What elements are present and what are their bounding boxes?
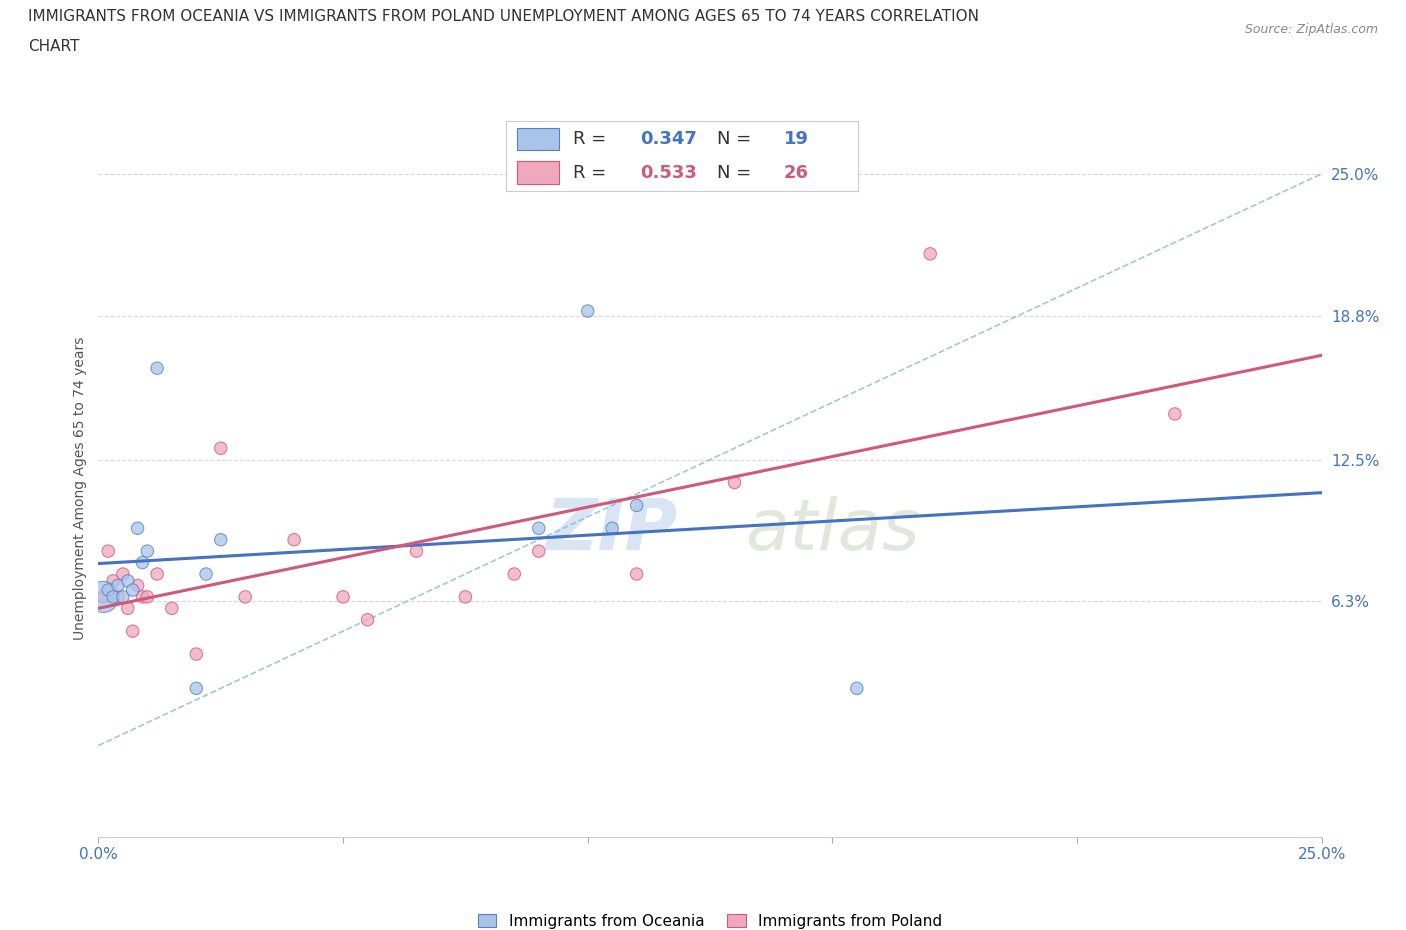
Point xyxy=(845,681,868,696)
Point xyxy=(117,574,139,589)
Text: 0.347: 0.347 xyxy=(640,130,696,148)
Point xyxy=(723,475,745,490)
Point xyxy=(136,544,159,559)
Text: 19: 19 xyxy=(785,130,808,148)
Point xyxy=(127,521,149,536)
Point xyxy=(101,590,124,604)
Point xyxy=(920,246,942,261)
Text: R =: R = xyxy=(574,164,612,181)
Text: Source: ZipAtlas.com: Source: ZipAtlas.com xyxy=(1244,23,1378,36)
Point xyxy=(121,582,143,597)
Text: 0.533: 0.533 xyxy=(640,164,696,181)
Point xyxy=(146,566,169,581)
Point xyxy=(146,361,169,376)
Point xyxy=(1164,406,1187,421)
Point xyxy=(107,590,129,604)
Text: R =: R = xyxy=(574,130,612,148)
Text: N =: N = xyxy=(717,130,756,148)
Point xyxy=(527,521,550,536)
Point xyxy=(186,646,208,661)
Point xyxy=(527,544,550,559)
Point xyxy=(405,544,427,559)
Point xyxy=(209,532,232,547)
Point xyxy=(626,498,648,512)
Point xyxy=(454,590,477,604)
Point xyxy=(111,566,134,581)
Text: atlas: atlas xyxy=(745,496,920,565)
Point xyxy=(121,624,143,639)
Point xyxy=(97,544,120,559)
Point xyxy=(503,566,526,581)
Point xyxy=(332,590,354,604)
Text: N =: N = xyxy=(717,164,756,181)
Legend: Immigrants from Oceania, Immigrants from Poland: Immigrants from Oceania, Immigrants from… xyxy=(472,908,948,930)
Point xyxy=(127,578,149,593)
Point xyxy=(160,601,183,616)
Point xyxy=(136,590,159,604)
FancyBboxPatch shape xyxy=(517,128,560,150)
Text: 26: 26 xyxy=(785,164,808,181)
Y-axis label: Unemployment Among Ages 65 to 74 years: Unemployment Among Ages 65 to 74 years xyxy=(73,337,87,640)
Point xyxy=(209,441,232,456)
Point xyxy=(91,590,114,604)
Point xyxy=(283,532,305,547)
Point xyxy=(576,303,599,318)
Point xyxy=(97,582,120,597)
Text: IMMIGRANTS FROM OCEANIA VS IMMIGRANTS FROM POLAND UNEMPLOYMENT AMONG AGES 65 TO : IMMIGRANTS FROM OCEANIA VS IMMIGRANTS FR… xyxy=(28,9,979,24)
Point xyxy=(131,555,153,570)
Point xyxy=(186,681,208,696)
Point xyxy=(600,521,623,536)
Point xyxy=(626,566,648,581)
FancyBboxPatch shape xyxy=(517,162,560,184)
Point xyxy=(107,578,129,593)
Point xyxy=(117,601,139,616)
Point xyxy=(91,590,114,604)
Point xyxy=(356,612,378,627)
Text: ZIP: ZIP xyxy=(546,496,678,565)
Point xyxy=(233,590,256,604)
Point xyxy=(195,566,218,581)
Point xyxy=(101,574,124,589)
Point xyxy=(111,590,134,604)
Text: CHART: CHART xyxy=(28,39,80,54)
Point xyxy=(131,590,153,604)
